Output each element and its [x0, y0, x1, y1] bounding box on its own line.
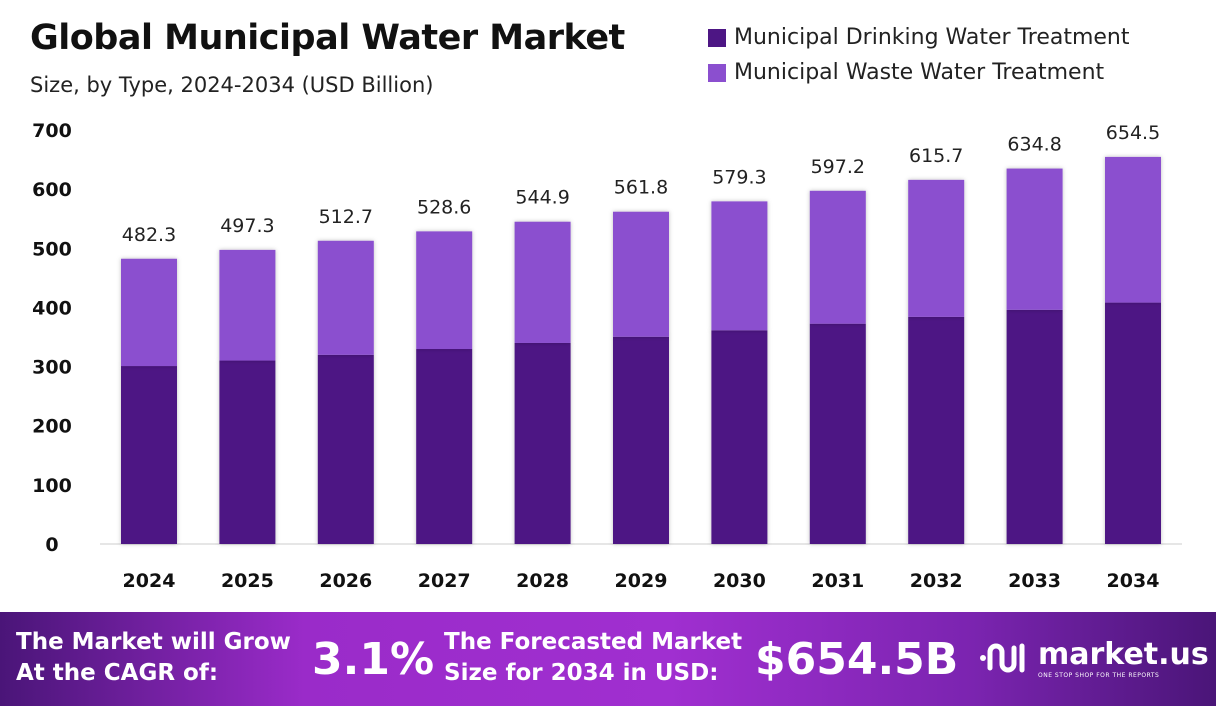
- legend-swatch: [708, 28, 726, 47]
- chart-title: Global Municipal Water Market: [30, 18, 625, 58]
- bar-drinking-water: [809, 323, 866, 544]
- bar-chart: 0 100 200 300 400 500 600 700 482.3 2024 497.3 2025…: [32, 120, 1182, 592]
- bar-drinking-water: [1105, 302, 1161, 544]
- bar-drinking-water: [711, 330, 768, 544]
- legend-label: Municipal Waste Water Treatment: [734, 60, 1105, 85]
- legend-label: Municipal Drinking Water Treatment: [734, 25, 1130, 50]
- total-data-label: 654.5: [1106, 122, 1160, 144]
- logo-icon: [980, 643, 1025, 673]
- total-data-label: 482.3: [122, 224, 176, 246]
- forecast-label-line: Size for 2034 in USD:: [444, 660, 719, 686]
- forecast-label-line: The Forecasted Market: [444, 629, 743, 655]
- bar-drinking-water: [1006, 309, 1063, 544]
- total-data-label: 615.7: [909, 145, 963, 167]
- legend-item-waste: Municipal Waste Water Treatment: [708, 55, 1130, 90]
- y-tick-label: 0: [45, 534, 58, 556]
- bar-waste-water: [514, 221, 571, 343]
- total-data-label: 544.9: [515, 187, 569, 209]
- logo-tagline: ONE STOP SHOP FOR THE REPORTS: [1038, 672, 1160, 679]
- x-tick-label: 2028: [516, 570, 569, 592]
- y-tick-label: 400: [32, 297, 72, 319]
- y-tick-label: 300: [32, 357, 72, 379]
- total-data-label: 634.8: [1007, 134, 1061, 156]
- forecast-value: $654.5B: [755, 634, 959, 685]
- bar-drinking-water: [219, 360, 276, 544]
- legend-item-drinking: Municipal Drinking Water Treatment: [708, 20, 1130, 55]
- x-tick-label: 2032: [910, 570, 963, 592]
- x-tick-label: 2029: [615, 570, 668, 592]
- y-tick-label: 500: [32, 238, 72, 260]
- bar-waste-water: [1006, 168, 1063, 310]
- x-tick-label: 2025: [221, 570, 274, 592]
- total-data-label: 528.6: [417, 196, 471, 218]
- x-tick-label: 2034: [1107, 570, 1160, 592]
- y-tick-label: 700: [32, 120, 72, 142]
- bar-waste-water: [416, 231, 473, 350]
- total-data-label: 497.3: [220, 215, 274, 237]
- legend-swatch: [708, 63, 726, 82]
- forecast-label: The Forecasted Market Size for 2034 in U…: [444, 627, 742, 689]
- total-data-label: 561.8: [614, 177, 668, 199]
- x-tick-label: 2027: [418, 570, 471, 592]
- cagr-label-line: At the CAGR of:: [16, 660, 219, 686]
- bar-waste-water: [613, 211, 669, 337]
- cagr-value: 3.1%: [312, 634, 435, 685]
- x-tick-label: 2030: [713, 570, 766, 592]
- bar-drinking-water: [514, 342, 571, 544]
- bar-waste-water: [711, 201, 768, 331]
- x-tick-label: 2033: [1008, 570, 1061, 592]
- logo-name: market.us: [1038, 637, 1209, 672]
- y-tick-label: 100: [32, 475, 72, 497]
- legend: Municipal Drinking Water Treatment Munic…: [708, 20, 1130, 90]
- footer-banner: The Market will Grow At the CAGR of: 3.1…: [0, 612, 1216, 706]
- market-us-logo: market.us ONE STOP SHOP FOR THE REPORTS: [978, 637, 1209, 679]
- x-tick-label: 2026: [319, 570, 372, 592]
- cagr-label-line: The Market will Grow: [16, 629, 291, 655]
- total-data-label: 512.7: [319, 206, 373, 228]
- bar-drinking-water: [908, 316, 965, 544]
- bar-waste-water: [219, 249, 276, 361]
- bar-waste-water: [908, 179, 965, 317]
- chart-subtitle: Size, by Type, 2024-2034 (USD Billion): [30, 73, 434, 97]
- total-data-label: 597.2: [811, 156, 865, 178]
- bar-drinking-water: [317, 354, 374, 544]
- bar-drinking-water: [416, 349, 473, 544]
- bar-drinking-water: [121, 366, 177, 544]
- bar-waste-water: [121, 258, 177, 367]
- bar-waste-water: [809, 190, 866, 324]
- y-tick-label: 600: [32, 179, 72, 201]
- x-tick-label: 2031: [811, 570, 864, 592]
- y-tick-label: 200: [32, 416, 72, 438]
- bar-waste-water: [317, 240, 374, 355]
- x-tick-label: 2024: [123, 570, 176, 592]
- bar-drinking-water: [613, 336, 669, 544]
- bar-waste-water: [1105, 156, 1161, 303]
- cagr-label: The Market will Grow At the CAGR of:: [16, 627, 291, 689]
- total-data-label: 579.3: [712, 166, 766, 188]
